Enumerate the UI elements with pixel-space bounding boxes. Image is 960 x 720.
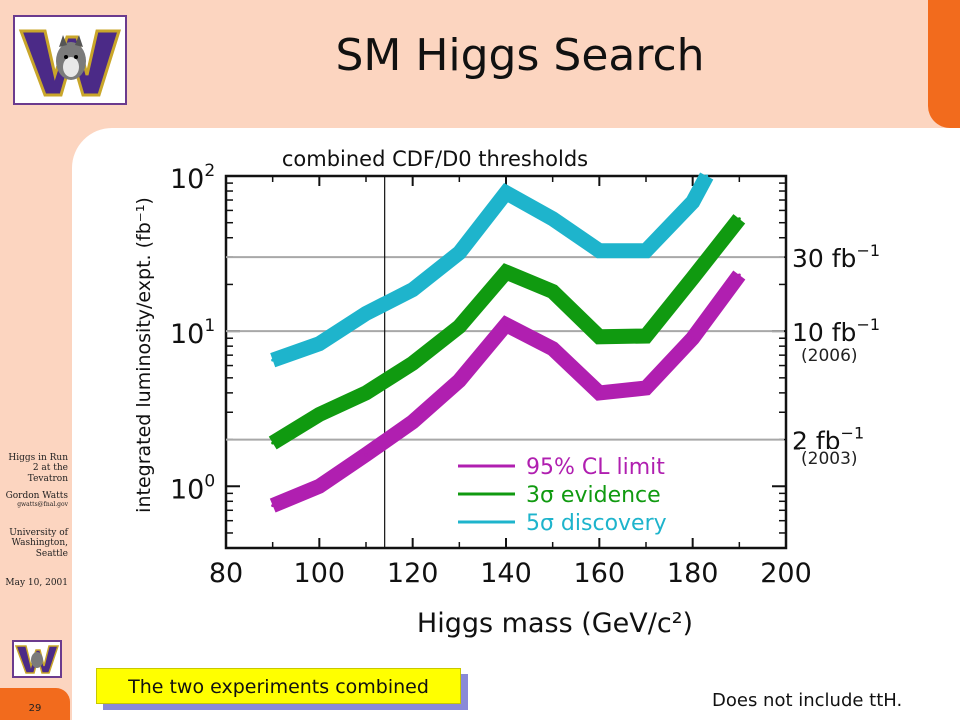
series-point-1 <box>737 273 741 277</box>
series-point-1 <box>644 386 648 390</box>
series-point-1 <box>597 391 601 395</box>
series-point-3 <box>271 358 275 362</box>
footnote-text: Does not include ttH. <box>712 690 903 711</box>
series-point-2 <box>691 276 695 280</box>
series-point-2 <box>317 413 321 417</box>
sidebar-date: May 10, 2001 <box>5 578 68 588</box>
series-point-3 <box>504 191 508 195</box>
series-point-1 <box>364 453 368 457</box>
sidebar-email: gwatts@fnal.gov <box>17 501 68 508</box>
ref-year-2003: (2003) <box>800 449 859 469</box>
series-point-2 <box>504 270 508 274</box>
series-point-1 <box>317 484 321 488</box>
x-tick-label: 180 <box>667 558 719 589</box>
series-point-1 <box>551 347 555 351</box>
ref-line-label-exponent: −1 <box>841 424 865 443</box>
series-point-2 <box>271 441 275 445</box>
series-point-1 <box>504 323 508 327</box>
caption-box: The two experiments combined <box>96 668 461 704</box>
series-point-1 <box>271 504 275 508</box>
header-accent-tab <box>928 0 960 128</box>
x-axis-label: Higgs mass (GeV/c²) <box>417 608 693 639</box>
header-band <box>0 0 945 128</box>
x-tick-label: 80 <box>209 558 243 589</box>
x-tick-label: 120 <box>387 558 439 589</box>
series-point-3 <box>551 217 555 221</box>
ref-line-label-exponent: −1 <box>856 315 880 334</box>
series-point-3 <box>364 311 368 315</box>
y-axis-label: integrated luminosity/expt. (fb⁻¹) <box>133 197 155 513</box>
series-point-1 <box>411 420 415 424</box>
ref-line-label: 30 fb−1 <box>792 241 880 273</box>
series-point-2 <box>644 334 648 338</box>
chart-title: combined CDF/D0 thresholds <box>282 147 588 171</box>
x-tick-label: 160 <box>574 558 626 589</box>
x-tick-label: 200 <box>760 558 812 589</box>
series-point-2 <box>411 361 415 365</box>
footnote: Does not include ttH. <box>712 690 902 711</box>
page-number: 29 <box>28 703 42 714</box>
series-point-2 <box>597 335 601 339</box>
page-number-tab <box>0 688 70 720</box>
series-point-3 <box>691 200 695 204</box>
series-point-1 <box>457 379 461 383</box>
sidebar-talk-title: Higgs in Run 2 at the Tevatron <box>8 453 68 484</box>
sidebar-author: Gordon Watts <box>5 491 68 501</box>
ref-line-label-exponent: −1 <box>856 241 880 260</box>
y-tick-label: 102 <box>170 161 215 195</box>
series-point-3 <box>457 251 461 255</box>
uw-logo-small <box>12 640 62 678</box>
legend-label: 95% CL limit <box>526 455 665 480</box>
series-point-3 <box>705 174 709 178</box>
series-point-2 <box>457 325 461 329</box>
x-tick-label: 140 <box>480 558 532 589</box>
series-point-2 <box>551 290 555 294</box>
slide-title: SM Higgs Search <box>335 30 705 81</box>
x-tick-label: 100 <box>294 558 346 589</box>
legend-label: 3σ evidence <box>526 483 661 508</box>
ref-line-label: 10 fb−1 <box>792 315 880 347</box>
legend-label: 5σ discovery <box>526 511 667 536</box>
series-point-3 <box>597 249 601 253</box>
series-point-2 <box>364 391 368 395</box>
y-tick-label: 101 <box>170 316 215 350</box>
series-point-3 <box>317 342 321 346</box>
y-tick-label: 100 <box>170 471 215 505</box>
y-tick-exponent: 1 <box>204 316 215 336</box>
uw-logo <box>13 15 127 105</box>
series-point-2 <box>737 217 741 221</box>
series-point-3 <box>644 249 648 253</box>
series-point-3 <box>411 288 415 292</box>
ref-year-2006: (2006) <box>800 346 859 366</box>
series-point-1 <box>691 336 695 340</box>
y-tick-exponent: 0 <box>204 471 215 491</box>
y-tick-exponent: 2 <box>204 161 215 181</box>
sidebar-affiliation: University of Washington, Seattle <box>9 528 68 559</box>
content-panel <box>72 128 960 720</box>
